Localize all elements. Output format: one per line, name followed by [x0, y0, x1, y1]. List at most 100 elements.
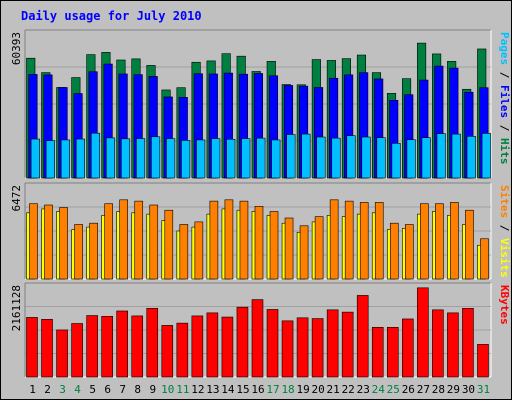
bar-pages-day-26-fill — [406, 139, 416, 179]
bar-sites-day-8-fill — [134, 200, 144, 280]
bar-sites-day-9 — [149, 204, 159, 280]
y-max-label: 2161128 — [10, 285, 23, 331]
bar-sites-day-3-fill — [59, 207, 68, 280]
bar-sites-day-27 — [420, 203, 429, 280]
x-tick-label-2: 2 — [44, 383, 51, 396]
x-tick-label-6: 6 — [104, 383, 111, 396]
bar-pages-day-15-fill — [241, 138, 251, 179]
series-kbytes — [26, 287, 489, 378]
bar-pages-day-18-fill — [286, 134, 296, 179]
bar-kbytes-day-6 — [101, 315, 113, 378]
bar-kbytes-day-14 — [221, 316, 234, 378]
bar-pages-day-5-fill — [90, 132, 101, 179]
bar-sites-day-12 — [194, 221, 204, 280]
bar-pages-day-11-fill — [181, 140, 191, 179]
x-tick-label-1: 1 — [29, 383, 36, 396]
bar-sites-day-15-fill — [239, 200, 249, 280]
bar-sites-day-6 — [104, 203, 113, 280]
x-tick-label-15: 15 — [236, 383, 249, 396]
bar-pages-day-12-fill — [196, 139, 206, 179]
x-tick-label-12: 12 — [191, 383, 204, 396]
bar-sites-day-4-fill — [74, 224, 83, 280]
x-tick-label-20: 20 — [312, 383, 325, 396]
bar-sites-day-23 — [359, 202, 369, 280]
side-legend: KBytes — [498, 285, 511, 325]
bar-pages-day-19 — [301, 133, 311, 179]
bar-pages-day-8-fill — [136, 138, 146, 179]
bar-kbytes-day-20 — [311, 318, 324, 378]
bar-pages-day-12 — [196, 139, 206, 179]
bar-pages-day-25-fill — [391, 143, 401, 179]
bar-pages-day-10-fill — [166, 138, 176, 179]
x-tick-label-11: 11 — [176, 383, 189, 396]
x-tick-label-5: 5 — [89, 383, 96, 396]
x-tick-label-24: 24 — [372, 383, 386, 396]
bar-kbytes-day-29 — [447, 312, 459, 378]
bar-kbytes-day-9-fill — [146, 308, 159, 378]
bar-sites-day-31-fill — [480, 238, 489, 280]
bar-kbytes-day-5 — [86, 315, 98, 378]
bar-sites-day-22-fill — [344, 200, 354, 280]
legend-visits: Visits — [498, 238, 511, 278]
series-sites — [29, 199, 489, 280]
bar-pages-day-9 — [151, 136, 161, 179]
panels-layer: 60393 Pages / Files / Hits 6472 Sites / Vis… — [10, 29, 511, 378]
bar-kbytes-day-24 — [371, 326, 384, 378]
bar-sites-day-24-fill — [374, 202, 384, 280]
bar-sites-day-4 — [74, 224, 83, 280]
bar-kbytes-day-12-fill — [191, 315, 204, 378]
bar-pages-day-20-fill — [316, 136, 326, 179]
bar-sites-day-18-fill — [284, 217, 294, 280]
x-tick-label-3: 3 — [59, 383, 66, 396]
bar-pages-day-5 — [90, 132, 101, 179]
bar-kbytes-day-29-fill — [447, 312, 459, 378]
bar-pages-day-31-fill — [481, 133, 491, 179]
panel-pages-files-hits: 60393 Pages / Files / Hits — [10, 29, 511, 179]
bar-kbytes-day-10-fill — [161, 325, 174, 378]
bar-pages-day-28-fill — [436, 133, 446, 179]
x-tick-label-21: 21 — [327, 383, 340, 396]
bar-kbytes-day-31-fill — [477, 344, 489, 378]
x-tick-label-31: 31 — [477, 383, 490, 396]
bar-kbytes-day-16 — [251, 299, 264, 378]
bar-sites-day-29 — [450, 202, 459, 280]
bar-kbytes-day-23-fill — [356, 295, 369, 378]
bar-kbytes-day-1 — [26, 317, 38, 378]
bar-pages-day-13 — [211, 138, 221, 179]
bar-kbytes-day-4 — [71, 323, 83, 378]
bar-sites-day-18 — [284, 217, 294, 280]
bar-sites-day-23-fill — [359, 202, 369, 280]
bar-kbytes-day-15-fill — [236, 306, 249, 378]
x-tick-label-9: 9 — [149, 383, 156, 396]
bar-kbytes-day-31 — [477, 344, 489, 378]
bar-pages-day-14 — [226, 138, 236, 179]
bar-kbytes-day-21 — [326, 309, 339, 378]
bar-sites-day-30 — [465, 209, 474, 280]
x-tick-label-30: 30 — [462, 383, 475, 396]
bar-pages-day-21-fill — [331, 137, 341, 179]
bar-pages-day-23 — [361, 136, 371, 179]
bar-kbytes-day-21-fill — [326, 309, 339, 378]
x-tick-label-17: 17 — [266, 383, 279, 396]
bar-kbytes-day-17-fill — [266, 309, 279, 378]
bar-sites-day-28-fill — [435, 203, 444, 280]
bar-kbytes-day-3 — [56, 329, 68, 378]
bar-kbytes-day-7 — [116, 310, 128, 378]
bar-kbytes-day-20-fill — [311, 318, 324, 378]
bar-sites-day-3 — [59, 207, 68, 280]
bar-sites-day-2-fill — [44, 204, 53, 280]
bar-pages-day-1 — [30, 138, 40, 179]
legend-sites: Sites — [498, 185, 511, 218]
bar-kbytes-day-18 — [281, 320, 294, 378]
bar-pages-day-4-fill — [75, 138, 85, 179]
bar-pages-day-27 — [421, 137, 431, 179]
panel-kbytes: 2161128 KBytes — [10, 282, 511, 378]
bar-sites-day-31 — [480, 238, 489, 280]
bar-sites-day-9-fill — [149, 204, 159, 280]
bar-kbytes-day-12 — [191, 315, 204, 378]
bar-pages-day-27-fill — [421, 137, 431, 179]
bar-pages-day-8 — [136, 138, 146, 179]
bar-kbytes-day-22-fill — [341, 311, 354, 378]
bar-sites-day-21-fill — [329, 199, 339, 280]
